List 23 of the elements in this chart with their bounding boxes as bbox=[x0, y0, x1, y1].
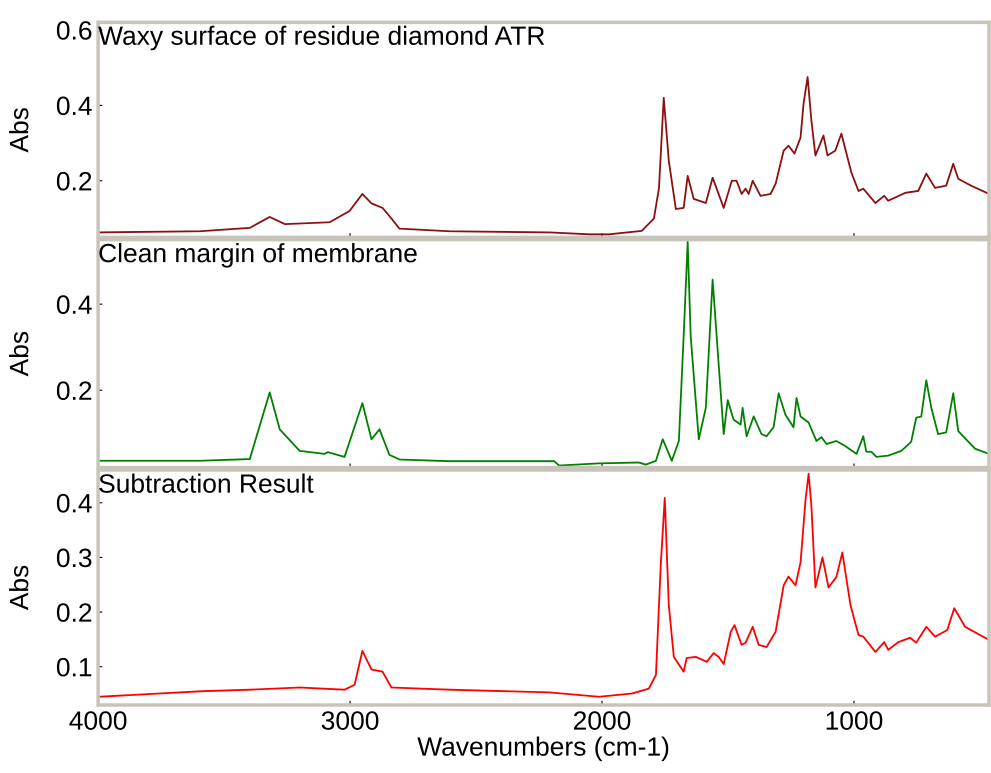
y-tick-label: 0.2 bbox=[56, 603, 92, 622]
y-tick-label: 0.4 bbox=[56, 96, 92, 116]
x-tick-label: 1000 bbox=[826, 711, 882, 730]
x-tick-label: 4000 bbox=[69, 711, 126, 730]
y-axis-title: Abs bbox=[9, 566, 28, 610]
line-series bbox=[98, 240, 990, 466]
chart-title: Subtraction Result bbox=[99, 474, 314, 493]
chart-title: Clean margin of membrane bbox=[99, 243, 417, 268]
line-series bbox=[98, 472, 990, 698]
y-tick-label: 0.6 bbox=[56, 21, 92, 40]
y-tick-label: 0.4 bbox=[56, 295, 92, 314]
y-tick-label: 0.4 bbox=[56, 494, 92, 513]
x-axis-title: Wavenumbers (cm-1) bbox=[417, 736, 668, 762]
chart-title: Waxy surface of residue diamond ATR bbox=[98, 26, 544, 50]
x-tick-label: 3000 bbox=[322, 711, 378, 730]
y-tick-label: 0.1 bbox=[56, 658, 92, 677]
y-axis-title: Abs bbox=[9, 108, 28, 153]
y-tick-label: 0.2 bbox=[56, 381, 92, 400]
y-tick-label: 0.3 bbox=[56, 548, 92, 568]
x-tick-label: 2000 bbox=[574, 711, 630, 730]
line-series bbox=[98, 76, 990, 236]
y-tick-label: 0.2 bbox=[56, 172, 92, 191]
y-axis-title: Abs bbox=[9, 332, 28, 376]
